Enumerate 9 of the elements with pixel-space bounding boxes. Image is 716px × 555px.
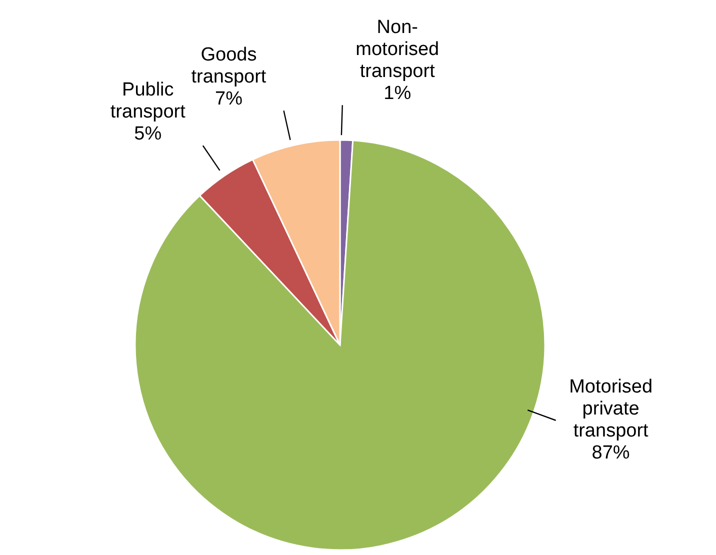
slice-label: Public transport (110, 80, 186, 123)
data-label: 5% (134, 124, 162, 145)
slice-label: Motorised private transport (569, 376, 653, 442)
data-label: 1% (384, 83, 412, 104)
data-label: 7% (215, 88, 243, 110)
pie-slice (134, 140, 546, 551)
data-label: 87% (592, 442, 630, 464)
slice-label: Non-motorised transport (356, 17, 440, 82)
slice-label: Goods transport (191, 44, 267, 88)
